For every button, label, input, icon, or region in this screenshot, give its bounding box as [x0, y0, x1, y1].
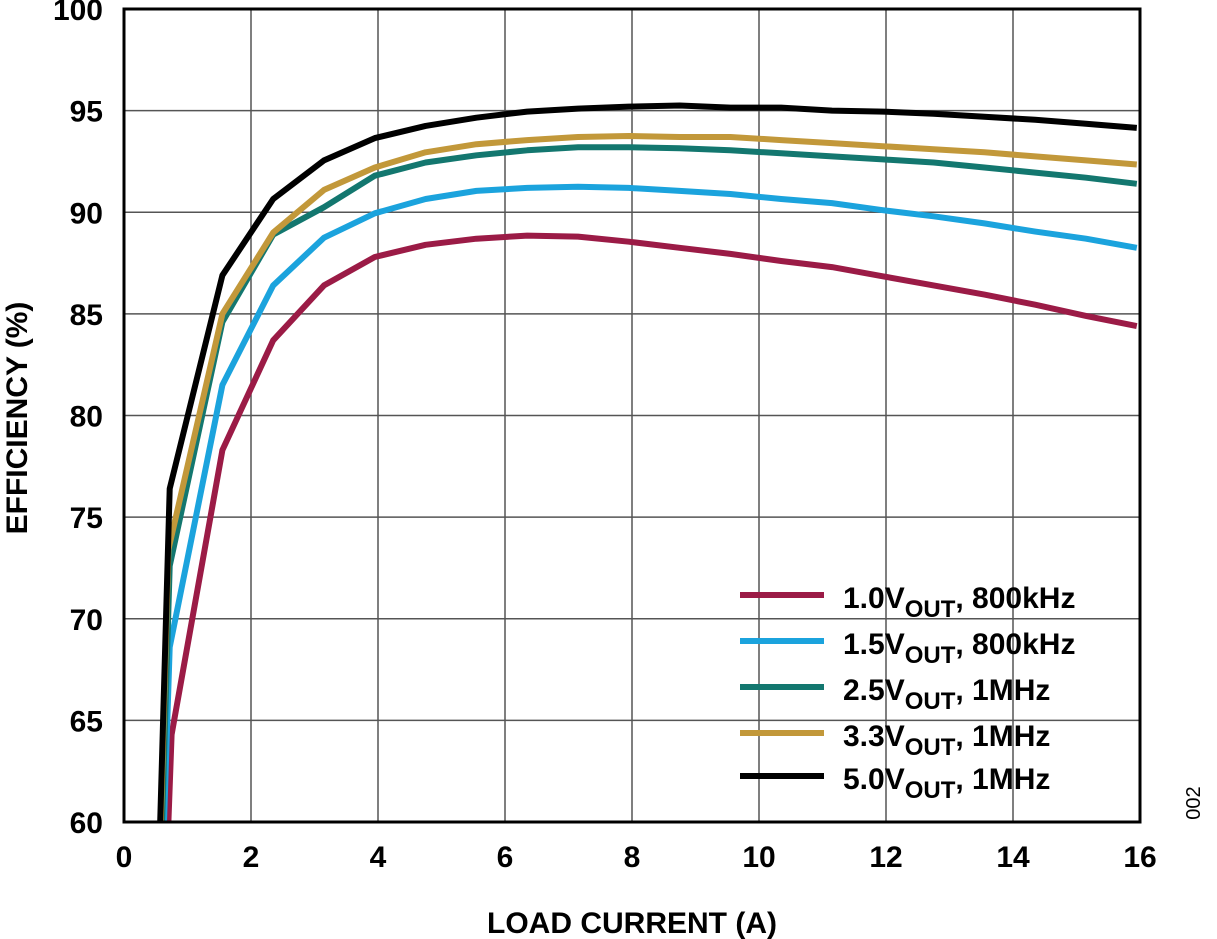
- series-line-1: [165, 232, 1138, 822]
- series-line-2: [161, 183, 1138, 822]
- series-line-5: [157, 102, 1138, 822]
- x-tick-label: 4: [370, 841, 387, 874]
- x-tick-label: 10: [742, 841, 775, 874]
- x-tick-labels: 0 2 4 6 8 10 12 14 16: [116, 841, 1157, 874]
- x-tick-label: 0: [116, 841, 133, 874]
- x-tick-label: 2: [243, 841, 260, 874]
- plot-frame: [122, 7, 1142, 824]
- y-tick-label: 60: [70, 807, 103, 840]
- x-tick-label: 12: [869, 841, 902, 874]
- series-line-3: [159, 144, 1138, 822]
- y-axis-label: EFFICIENCY (%): [1, 302, 34, 535]
- legend-entry: 3.3VOUT, 1MHz: [843, 720, 1050, 761]
- y-tick-label: 80: [70, 401, 103, 434]
- figure-id: 002: [1183, 786, 1205, 819]
- legend-entry: 1.5VOUT, 800kHz: [843, 628, 1075, 669]
- y-tick-label: 95: [70, 96, 103, 129]
- x-tick-label: 14: [996, 841, 1030, 874]
- y-tick-label: 100: [53, 0, 103, 27]
- y-tick-label: 75: [70, 502, 103, 535]
- y-tick-label: 85: [70, 299, 103, 332]
- series-lines: [157, 102, 1138, 822]
- legend-entry: 5.0VOUT, 1MHz: [843, 763, 1050, 804]
- legend-entry: 1.0VOUT, 800kHz: [843, 582, 1075, 623]
- y-tick-labels: 60 65 70 75 80 85 90 95 100: [53, 0, 103, 840]
- y-tick-label: 65: [70, 705, 103, 738]
- x-tick-label: 16: [1123, 841, 1156, 874]
- y-tick-label: 90: [70, 197, 103, 230]
- y-tick-label: 70: [70, 604, 103, 637]
- x-tick-label: 8: [624, 841, 641, 874]
- legend: 1.0VOUT, 800kHz 1.5VOUT, 800kHz 2.5VOUT, 1…: [740, 582, 1075, 804]
- x-axis-label: LOAD CURRENT (A): [487, 907, 777, 939]
- legend-entry: 2.5VOUT, 1MHz: [843, 674, 1050, 715]
- series-line-4: [157, 133, 1138, 822]
- x-tick-label: 6: [497, 841, 514, 874]
